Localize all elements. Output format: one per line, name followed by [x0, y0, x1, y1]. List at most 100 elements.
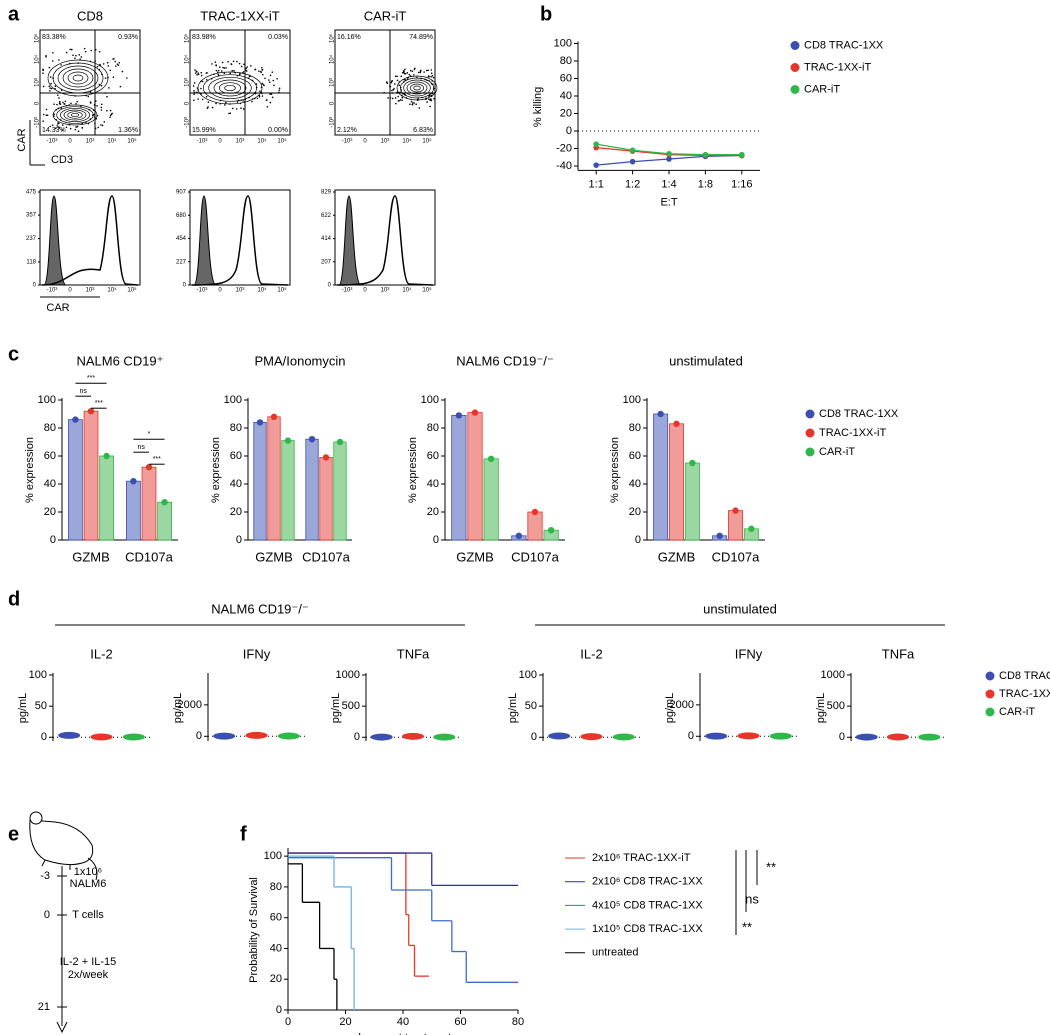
- event-dot: [70, 102, 72, 105]
- y-tick-label: 237: [26, 236, 37, 242]
- timeline-event: IL-2 + IL-15: [60, 956, 117, 968]
- event-dot: [411, 102, 414, 104]
- y-tick-label: 475: [26, 190, 37, 196]
- y-tick-label: 100: [421, 394, 439, 406]
- dot-cluster: [580, 733, 603, 741]
- event-dot: [46, 114, 49, 117]
- event-dot: [217, 69, 220, 72]
- event-dot: [215, 64, 217, 66]
- significance-label: ***: [153, 456, 161, 463]
- event-dot: [48, 85, 51, 88]
- event-dot: [193, 82, 196, 84]
- event-dot: [75, 102, 77, 105]
- significance-label: ***: [87, 375, 95, 382]
- event-dot: [62, 101, 64, 104]
- event-dot: [236, 101, 239, 103]
- y-axis-label: pg/mL: [815, 693, 827, 724]
- column-title: CAR-iT: [364, 8, 407, 23]
- chart-title: NALM6 CD19⁻/⁻: [456, 353, 554, 368]
- chart-title: IFNy: [243, 646, 271, 661]
- y-tick-label: 100: [38, 394, 56, 406]
- y-tick-label: 10⁴: [184, 54, 191, 64]
- dot-cluster: [277, 732, 300, 740]
- legend-label: TRAC-1XX-iT: [999, 688, 1050, 700]
- y-tick-label: 80: [230, 422, 242, 434]
- event-dot: [54, 127, 57, 130]
- y-tick-label: 227: [176, 259, 187, 265]
- event-dot: [269, 101, 272, 104]
- y-tick-label: 907: [176, 190, 187, 196]
- event-dot: [433, 97, 435, 100]
- event-dot: [45, 114, 48, 117]
- event-dot: [221, 61, 224, 64]
- event-dot: [232, 60, 235, 63]
- bar-point: [256, 419, 264, 426]
- event-dot: [96, 105, 98, 107]
- y-tick-label: 357: [26, 213, 37, 219]
- point: [702, 151, 709, 158]
- y-tick-label: 10⁴: [329, 54, 336, 64]
- x-tick-label: 20: [339, 1016, 351, 1028]
- y-tick-label: 0: [196, 730, 202, 742]
- y-tick-label: 100: [224, 394, 242, 406]
- x-tick-label: 10³: [236, 139, 245, 145]
- x-tick-label: 10³: [236, 288, 245, 294]
- x-tick-label: 10⁵: [127, 287, 137, 294]
- event-dot: [197, 98, 199, 100]
- legend-label: CD8 TRAC-1XX: [804, 39, 884, 51]
- event-dot: [259, 90, 261, 92]
- event-dot: [53, 113, 56, 115]
- event-dot: [61, 129, 64, 132]
- event-dot: [222, 66, 224, 69]
- dot-cluster: [245, 731, 268, 739]
- event-dot: [99, 63, 101, 66]
- chart-title: unstimulated: [669, 353, 743, 368]
- dot-cluster: [433, 733, 456, 741]
- event-dot: [56, 103, 58, 106]
- significance-label: ns: [745, 891, 759, 906]
- legend-label: TRAC-1XX-iT: [819, 427, 887, 439]
- event-dot: [193, 93, 195, 96]
- panel-label: d: [8, 588, 20, 610]
- y-tick-label: 40: [427, 478, 439, 490]
- y-tick-label: 2000: [670, 699, 694, 711]
- event-dot: [81, 122, 84, 125]
- quadrant-label: 2.12%: [337, 127, 357, 134]
- event-dot: [419, 71, 422, 74]
- y-tick-label: 0: [41, 731, 47, 743]
- event-dot: [227, 60, 229, 63]
- x-axis-label: E:T: [660, 196, 677, 208]
- x-tick-label: -10³: [342, 288, 353, 294]
- chart-title: IL-2: [580, 646, 602, 661]
- x-tick-label: CD107a: [125, 549, 173, 564]
- y-tick-label: 680: [176, 213, 187, 219]
- bar: [333, 441, 347, 541]
- bar-point: [72, 416, 79, 423]
- bar: [319, 456, 333, 541]
- bar: [527, 511, 543, 541]
- y-tick-label: 0: [688, 730, 694, 742]
- x-tick-label: 1:4: [661, 178, 676, 190]
- x-tick-label: 10⁵: [277, 287, 287, 294]
- panel-label: c: [8, 343, 19, 365]
- legend-swatch: [790, 41, 800, 50]
- event-dot: [430, 69, 433, 71]
- x-tick-label: -10³: [47, 288, 58, 294]
- y-tick-label: 20: [560, 107, 572, 119]
- y-tick-label: 50: [35, 700, 47, 712]
- event-dot: [98, 50, 101, 53]
- event-dot: [51, 60, 54, 62]
- event-dot: [396, 75, 398, 78]
- event-dot: [205, 79, 208, 81]
- event-dot: [54, 85, 57, 88]
- event-dot: [56, 94, 59, 96]
- event-dot: [432, 76, 435, 79]
- y-axis-label: pg/mL: [664, 693, 676, 724]
- event-dot: [65, 51, 68, 54]
- mouse-icon: [29, 811, 98, 881]
- contour: [47, 59, 109, 97]
- contour: [224, 84, 236, 92]
- y-tick-label: 0: [839, 731, 845, 743]
- legend-swatch: [805, 428, 815, 438]
- legend-swatch: [805, 409, 815, 419]
